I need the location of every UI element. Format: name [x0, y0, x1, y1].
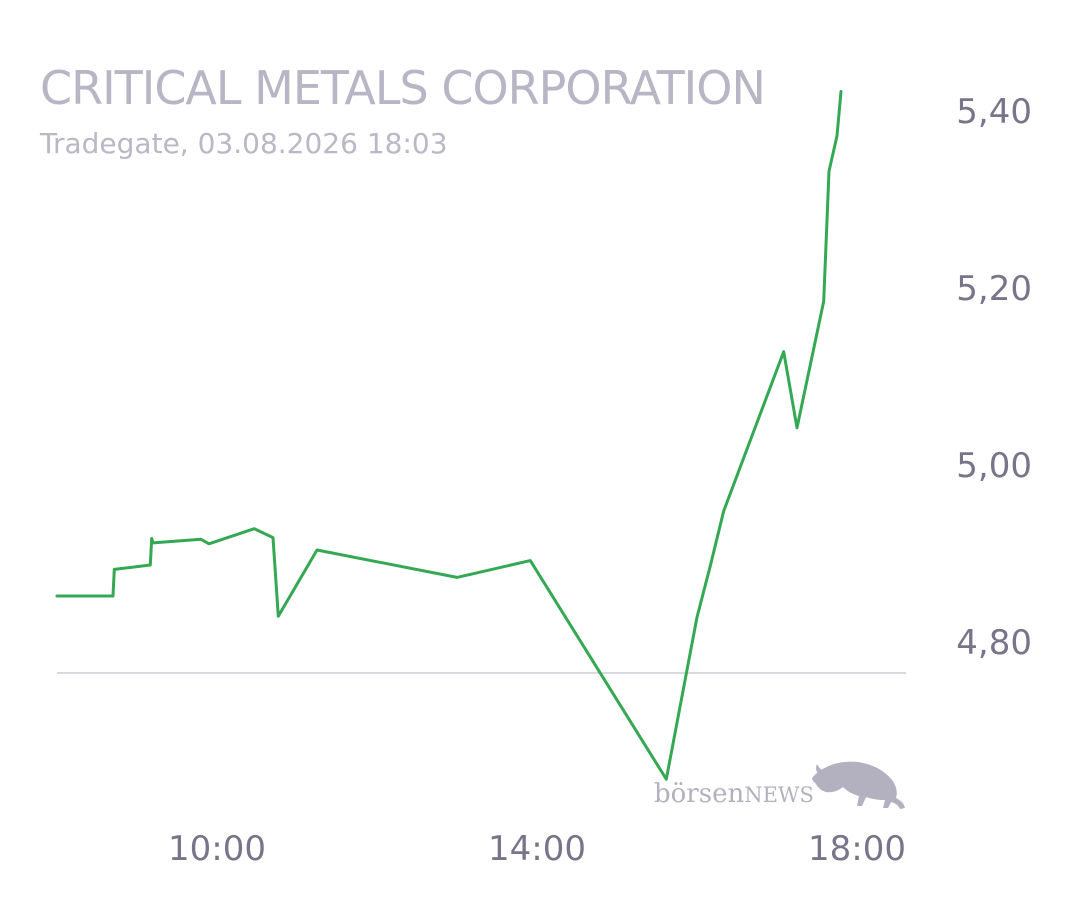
x-tick-label: 18:00 [808, 829, 906, 869]
y-tick-label: 4,80 [956, 623, 1032, 663]
bull-icon [812, 761, 905, 809]
x-axis: 10:00 14:00 18:00 [168, 829, 906, 869]
price-line [55, 90, 843, 781]
chart-title: CRITICAL METALS CORPORATION [40, 61, 765, 115]
watermark-brand-lower: börsen [654, 779, 744, 809]
watermark: börsenNEWS [654, 761, 905, 809]
y-axis: 4,80 5,00 5,20 5,40 [956, 92, 1032, 663]
y-tick-label: 5,20 [956, 269, 1032, 309]
y-tick-label: 5,00 [956, 446, 1032, 486]
watermark-text: börsenNEWS [654, 779, 814, 809]
x-tick-label: 14:00 [488, 829, 586, 869]
y-tick-label: 5,40 [956, 92, 1032, 132]
chart-subtitle: Tradegate, 03.08.2026 18:03 [39, 127, 448, 160]
watermark-brand-caps: NEWS [744, 783, 814, 807]
x-tick-label: 10:00 [168, 829, 266, 869]
